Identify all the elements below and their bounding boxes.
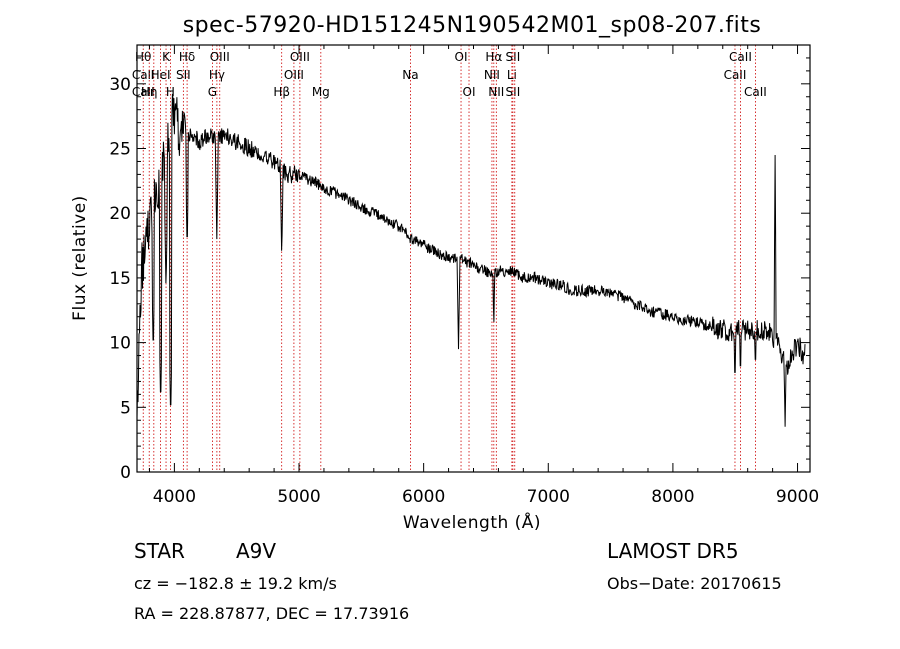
y-axis-label: Flux (relative) bbox=[70, 195, 90, 321]
redshift-text: cz = −182.8 ± 19.2 km/s bbox=[134, 574, 337, 593]
object-subclass: A9V bbox=[236, 539, 276, 563]
line-marker-label: NII bbox=[484, 68, 500, 82]
line-marker-label: OIII bbox=[290, 50, 310, 64]
line-marker-label: Hη bbox=[141, 85, 158, 99]
chart-title: spec-57920-HD151245N190542M01_sp08-207.f… bbox=[183, 13, 762, 38]
line-marker-label: Hβ bbox=[273, 85, 290, 99]
line-marker-label: SII bbox=[176, 68, 191, 82]
spectrum-line bbox=[136, 93, 806, 427]
y-tick-label: 10 bbox=[109, 334, 131, 354]
x-tick-label: 9000 bbox=[776, 487, 819, 507]
line-marker-label: H bbox=[166, 85, 175, 99]
object-class: STAR bbox=[134, 539, 185, 563]
y-tick-label: 15 bbox=[109, 269, 131, 289]
line-marker-label: CaII bbox=[744, 85, 767, 99]
line-marker-label: HeI bbox=[151, 68, 171, 82]
line-marker-label: Na bbox=[402, 68, 418, 82]
line-marker-label: OI bbox=[463, 85, 476, 99]
line-markers: HθCaIICaIIHηHeIKHSIIHδHγGOIIIHβOIIIOIIIM… bbox=[132, 45, 767, 472]
line-marker-label: G bbox=[208, 85, 217, 99]
line-marker-label: SII bbox=[506, 85, 521, 99]
obs-date-text: Obs−Date: 20170615 bbox=[607, 574, 782, 593]
line-marker-label: NII bbox=[488, 85, 504, 99]
y-axis: 0 5 10 15 20 25 30 bbox=[109, 57, 810, 483]
line-marker-label: SII bbox=[506, 50, 521, 64]
x-tick-label: 5000 bbox=[277, 487, 320, 507]
y-tick-label: 25 bbox=[109, 140, 131, 160]
spectrum-series bbox=[136, 93, 806, 427]
x-tick-label: 7000 bbox=[527, 487, 570, 507]
line-marker-label: Hγ bbox=[209, 68, 225, 82]
x-axis: 4000 5000 6000 7000 8000 9000 bbox=[148, 45, 819, 507]
survey-name: LAMOST DR5 bbox=[607, 539, 739, 563]
line-marker-label: OI bbox=[455, 50, 468, 64]
coordinates-text: RA = 228.87877, DEC = 17.73916 bbox=[134, 604, 409, 623]
line-marker-label: Mg bbox=[312, 85, 330, 99]
y-tick-label: 0 bbox=[120, 463, 131, 483]
line-marker-label: CaII bbox=[729, 50, 752, 64]
line-marker-label: Li bbox=[507, 68, 517, 82]
line-marker-label: Hδ bbox=[179, 50, 195, 64]
line-marker-label: Hα bbox=[485, 50, 502, 64]
line-marker-label: OIII bbox=[210, 50, 230, 64]
y-tick-label: 5 bbox=[120, 398, 131, 418]
line-marker-label: Hθ bbox=[135, 50, 151, 64]
x-tick-label: 6000 bbox=[402, 487, 445, 507]
x-axis-label: Wavelength (Å) bbox=[403, 511, 541, 533]
line-marker-label: OIII bbox=[284, 68, 304, 82]
x-tick-label: 8000 bbox=[651, 487, 694, 507]
y-tick-label: 20 bbox=[109, 204, 131, 224]
y-tick-label: 30 bbox=[109, 75, 131, 95]
x-tick-label: 4000 bbox=[153, 487, 196, 507]
line-marker-label: K bbox=[162, 50, 171, 64]
line-marker-label: CaII bbox=[724, 68, 747, 82]
